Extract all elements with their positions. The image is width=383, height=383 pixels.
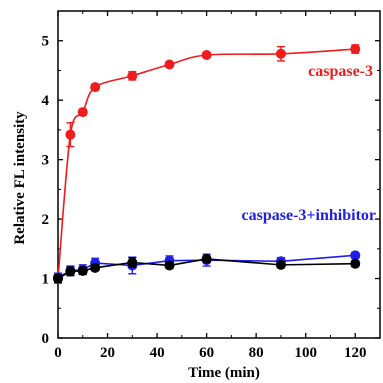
- series-0-curve: [57, 48, 356, 279]
- series-2-point: [53, 273, 63, 284]
- series-2-point: [201, 253, 212, 264]
- series-0-point: [90, 82, 101, 93]
- x-tick-label: 60: [199, 345, 214, 361]
- plot-area: 0 20 40 60 80 100 120 0 1 2 3 4 5: [42, 10, 381, 361]
- series-2-point: [127, 257, 138, 268]
- series-label-caspase-3: caspase-3: [308, 63, 373, 80]
- series-2-point: [350, 258, 361, 269]
- series-1-point: [350, 250, 361, 261]
- x-tick-label: 40: [150, 345, 165, 361]
- x-tick-label: 80: [249, 345, 264, 361]
- series-0-point: [65, 129, 76, 140]
- series-2-point: [65, 266, 76, 277]
- series-2-point: [77, 265, 88, 276]
- series-0-point: [201, 49, 212, 60]
- series-0-point: [350, 44, 361, 55]
- x-tick-label: 0: [54, 345, 62, 361]
- series-0-point: [77, 107, 88, 118]
- y-axis-title: Relative FL intensity: [12, 111, 28, 245]
- y-tick-label: 2: [42, 212, 50, 228]
- x-axis-title: Time (min): [188, 365, 260, 381]
- plot-frame: [57, 10, 381, 339]
- y-tick-label: 3: [42, 153, 50, 169]
- y-tick-label: 5: [42, 34, 50, 50]
- series-2-point: [90, 262, 101, 273]
- x-tick-label: 20: [100, 345, 115, 361]
- x-tick-label: 120: [344, 345, 367, 361]
- series-0-point: [164, 59, 175, 70]
- series-label-caspase-3-inhibitor: caspase-3+inhibitor: [242, 207, 376, 224]
- series-0-point: [275, 48, 286, 59]
- series-0-point: [127, 70, 138, 81]
- x-tick-label: 100: [294, 345, 317, 361]
- y-tick-label: 1: [42, 272, 50, 288]
- y-tick-label: 4: [42, 93, 50, 109]
- series-2-point: [164, 260, 175, 271]
- y-tick-label: 0: [42, 331, 50, 347]
- series-2-point: [275, 259, 286, 270]
